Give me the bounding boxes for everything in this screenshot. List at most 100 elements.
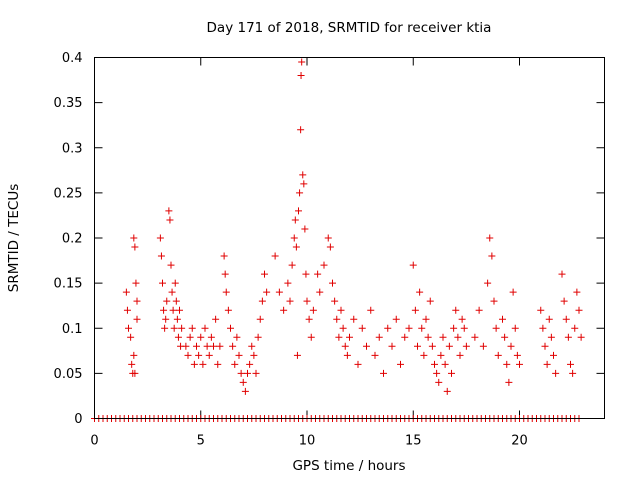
data-point — [571, 324, 579, 332]
data-point — [212, 315, 220, 323]
data-point — [388, 342, 396, 350]
data-point — [560, 297, 568, 305]
data-point — [547, 333, 555, 341]
data-point — [371, 351, 379, 359]
data-point — [222, 288, 230, 296]
data-point — [541, 342, 549, 350]
data-point — [326, 243, 334, 251]
data-point — [443, 387, 451, 395]
data-point — [254, 333, 262, 341]
data-point — [248, 342, 256, 350]
data-point — [569, 369, 577, 377]
data-point — [221, 270, 229, 278]
data-point — [384, 324, 392, 332]
data-point — [341, 342, 349, 350]
data-point — [397, 360, 404, 368]
data-point — [293, 351, 301, 359]
y-tick-label: 0.4 — [62, 51, 83, 66]
y-tick-label: 0.05 — [54, 367, 83, 382]
data-point — [416, 288, 424, 296]
data-point — [309, 306, 317, 314]
y-axis-label: SRMTID / TECUs — [6, 184, 22, 292]
data-point — [127, 333, 135, 341]
data-point — [505, 378, 513, 386]
data-point — [159, 279, 166, 287]
data-point — [299, 171, 307, 179]
data-point — [182, 342, 190, 350]
data-point — [193, 342, 200, 350]
data-point — [499, 315, 506, 323]
data-point — [205, 351, 213, 359]
x-axis-label: GPS time / hours — [292, 458, 405, 474]
data-point — [539, 324, 547, 332]
data-point — [252, 369, 260, 377]
data-point — [337, 306, 345, 314]
data-point — [367, 306, 375, 314]
data-point — [339, 324, 347, 332]
data-point — [220, 252, 228, 260]
data-point — [178, 324, 186, 332]
data-point — [303, 297, 311, 305]
data-point — [475, 306, 483, 314]
data-point — [428, 342, 436, 350]
data-point — [275, 288, 283, 296]
data-point — [494, 351, 502, 359]
y-tick-label: 0.35 — [54, 96, 83, 111]
data-point — [380, 369, 387, 377]
data-point — [450, 324, 458, 332]
data-point — [567, 360, 574, 368]
data-point — [445, 342, 453, 350]
data-point — [452, 306, 460, 314]
data-point — [300, 180, 308, 188]
data-point — [256, 315, 264, 323]
data-point — [302, 270, 310, 278]
data-point — [171, 279, 179, 287]
data-point — [122, 288, 130, 296]
data-point — [186, 333, 194, 341]
data-point — [160, 306, 168, 314]
data-point — [235, 351, 243, 359]
data-point — [511, 324, 519, 332]
data-point — [448, 369, 455, 377]
data-point — [441, 360, 449, 368]
data-point — [405, 324, 413, 332]
data-point — [201, 324, 209, 332]
data-point — [172, 297, 180, 305]
y-tick-label: 0 — [74, 412, 82, 427]
data-point — [439, 333, 447, 341]
data-point — [354, 360, 362, 368]
data-point — [458, 315, 466, 323]
data-point — [316, 288, 324, 296]
data-points — [91, 58, 585, 422]
data-point — [168, 288, 176, 296]
data-point — [503, 360, 511, 368]
data-point — [471, 333, 479, 341]
data-point — [573, 288, 581, 296]
data-point — [350, 315, 358, 323]
data-point — [231, 360, 239, 368]
data-point — [130, 234, 138, 242]
data-point — [233, 333, 241, 341]
data-point — [250, 351, 258, 359]
data-point — [479, 342, 487, 350]
data-point — [130, 351, 138, 359]
data-point — [545, 315, 553, 323]
data-point — [297, 72, 305, 80]
data-point — [295, 207, 302, 215]
chart-title: Day 171 of 2018, SRMTID for receiver kti… — [207, 20, 492, 36]
data-point — [298, 58, 306, 66]
data-point — [513, 351, 521, 359]
data-point — [418, 324, 426, 332]
data-point — [280, 306, 288, 314]
data-point — [292, 243, 300, 251]
data-point — [157, 252, 165, 260]
data-point — [210, 342, 217, 350]
data-point — [320, 261, 328, 269]
data-point — [550, 351, 557, 359]
data-point — [244, 369, 251, 377]
data-point — [314, 270, 322, 278]
data-point — [324, 234, 332, 242]
plot-frame — [94, 57, 605, 419]
data-point — [537, 306, 545, 314]
data-point — [329, 279, 336, 287]
